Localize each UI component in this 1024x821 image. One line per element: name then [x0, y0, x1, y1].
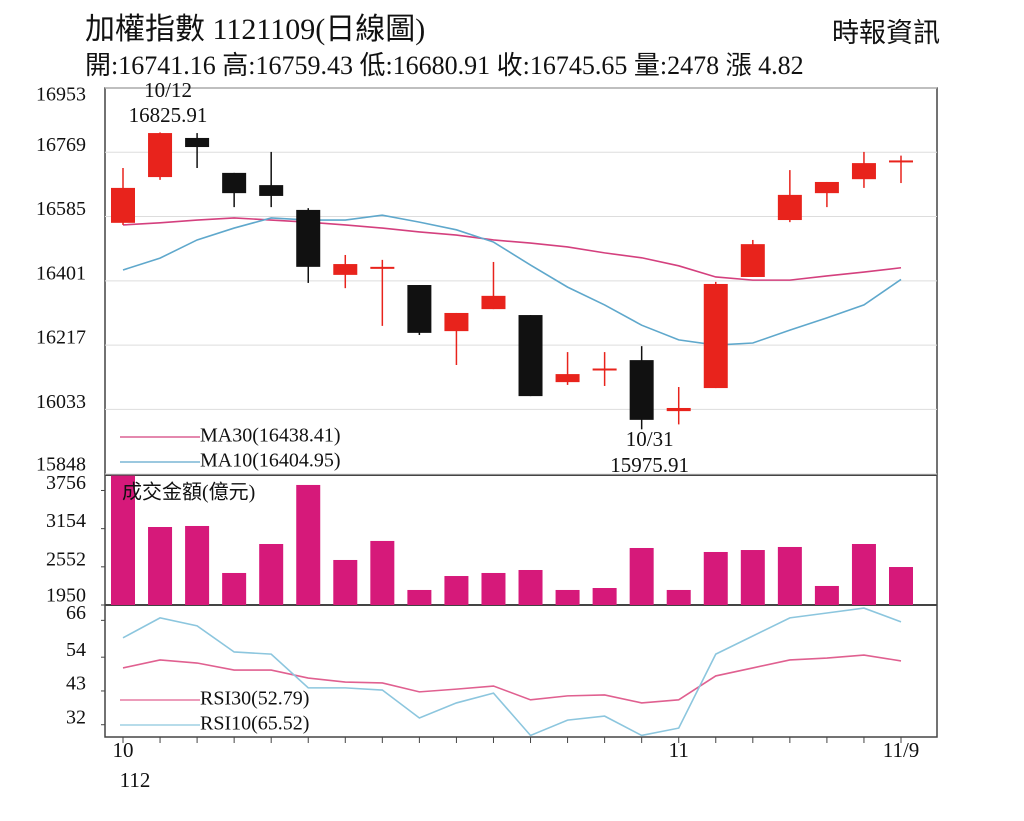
candle-body — [185, 137, 210, 148]
annotation-date: 10/31 — [626, 427, 674, 451]
candle-body — [370, 266, 395, 269]
candle-body — [703, 283, 728, 389]
bar — [814, 585, 839, 605]
bar — [296, 484, 321, 605]
y-tick-label: 43 — [66, 673, 86, 695]
line-series — [122, 214, 902, 346]
bar — [851, 543, 876, 605]
line-series — [122, 654, 902, 704]
bar — [259, 543, 284, 605]
candle-body — [333, 264, 358, 275]
annotation-value: 16825.91 — [129, 103, 208, 127]
y-tick-label: 3154 — [46, 510, 86, 532]
y-tick-label: 16585 — [36, 198, 86, 220]
y-tick-label: 32 — [66, 706, 86, 728]
bar — [555, 589, 580, 605]
candle-body — [481, 295, 506, 310]
candle-body — [148, 133, 173, 178]
y-tick-label: 15848 — [36, 454, 86, 476]
bar — [222, 572, 247, 605]
candle-body — [889, 160, 913, 163]
bar — [592, 588, 617, 605]
x-tick-label: 11 — [669, 738, 689, 762]
candle-body — [444, 312, 469, 332]
candle-body — [555, 374, 580, 383]
y-tick-label: 16217 — [36, 327, 86, 349]
bar — [703, 551, 728, 605]
y-tick-label: 16033 — [36, 391, 86, 413]
candle-body — [222, 172, 247, 194]
candle-body — [851, 163, 876, 180]
year-label: 112 — [120, 768, 151, 792]
legend-label: RSI10(65.52) — [200, 713, 309, 735]
candle-body — [814, 181, 839, 194]
bar — [370, 540, 395, 605]
source: 時報資訊 — [832, 18, 940, 48]
subtitle: 開:16741.16 高:16759.43 低:16680.91 收:16745… — [85, 51, 804, 80]
line-series — [122, 217, 902, 281]
bar — [889, 567, 913, 605]
candle-body — [259, 185, 284, 196]
candle-body — [518, 315, 543, 397]
bar — [777, 546, 802, 605]
candle-body — [111, 187, 135, 223]
y-tick-label: 16953 — [36, 84, 86, 106]
bar — [333, 559, 358, 605]
bar — [407, 589, 432, 605]
x-tick-label: 10 — [113, 738, 134, 762]
bar — [444, 576, 469, 605]
y-tick-label: 2552 — [46, 548, 86, 570]
bar — [185, 525, 210, 605]
candle-body — [629, 360, 654, 420]
candle-body — [777, 194, 802, 221]
bar — [666, 589, 691, 605]
bar — [518, 569, 543, 605]
chart-title: 加權指數 1121109(日線圖) — [85, 13, 425, 46]
line-series — [122, 607, 902, 737]
x-tick-label: 11/9 — [883, 738, 920, 762]
bar — [111, 475, 135, 605]
legend-label: RSI30(52.79) — [200, 688, 309, 710]
y-tick-label: 16401 — [36, 262, 86, 284]
y-tick-label: 16769 — [36, 134, 86, 156]
bar — [740, 550, 765, 605]
legend-label: MA10(16404.95) — [200, 450, 341, 472]
legend-label: MA30(16438.41) — [200, 425, 341, 447]
y-tick-label: 66 — [66, 602, 86, 624]
bar — [148, 527, 173, 605]
y-tick-label: 3756 — [46, 472, 86, 494]
y-tick-label: 54 — [66, 639, 86, 661]
bar — [629, 547, 654, 605]
candle-body — [740, 244, 765, 277]
candle-body — [592, 368, 617, 371]
candle-body — [296, 209, 321, 267]
y-tick-label: 1950 — [46, 585, 86, 607]
panel-title: 成交金額(億元) — [122, 481, 255, 504]
candle-body — [407, 285, 432, 333]
bar — [481, 572, 506, 605]
candle-body — [666, 407, 691, 412]
annotation-value: 15975.91 — [610, 453, 689, 477]
annotation-date: 10/12 — [144, 78, 192, 102]
